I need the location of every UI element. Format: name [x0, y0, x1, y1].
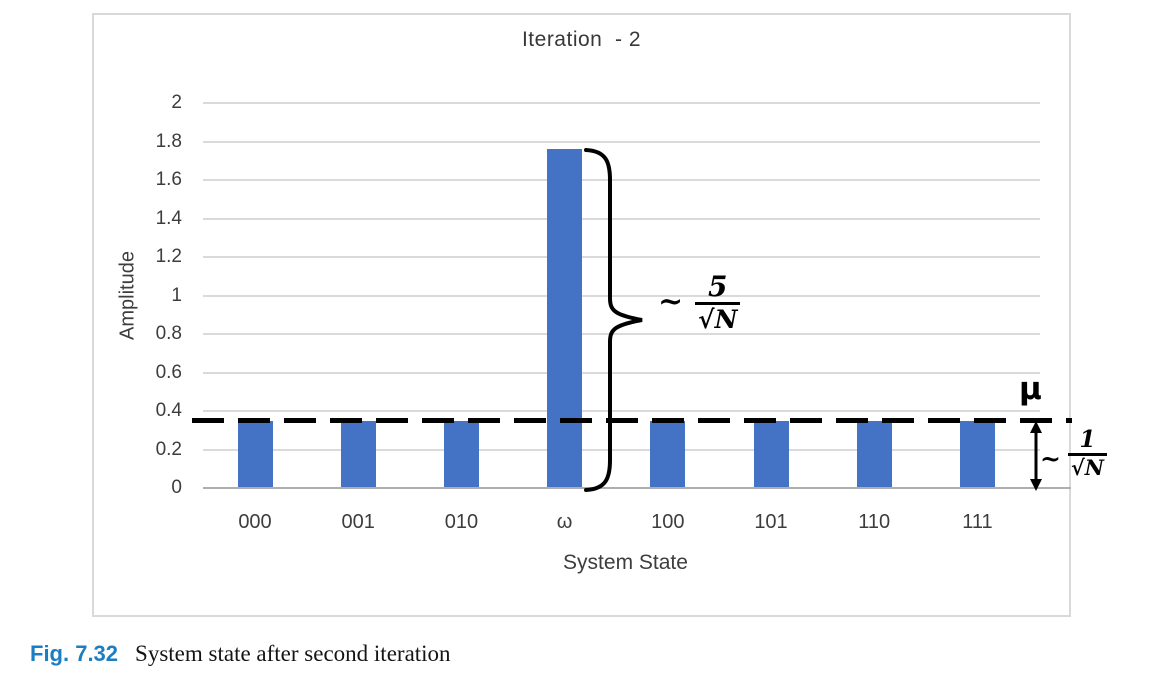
figure-caption: Fig. 7.32 System state after second iter…: [30, 641, 451, 667]
tilde-symbol: ~: [658, 284, 684, 319]
x-tick-label: 100: [651, 511, 685, 533]
gridline: [203, 333, 1040, 335]
y-tick-label: 1.6: [155, 169, 182, 190]
y-tick-label: 1: [171, 284, 182, 306]
gridline: [203, 217, 1040, 220]
fraction-numerator: 1: [1079, 426, 1096, 453]
mean-mu-label: μ: [1019, 371, 1042, 407]
x-tick-label: 110: [858, 511, 891, 533]
bar-ω: [547, 149, 583, 488]
y-tick-label: 1.2: [155, 246, 182, 267]
bar-010: [443, 420, 479, 488]
x-tick-label: 000: [238, 511, 272, 533]
chart-title: Iteration - 2: [521, 28, 642, 51]
x-tick-label: 101: [754, 511, 788, 533]
fraction-denominator: √N: [1067, 452, 1107, 480]
gridline: [203, 294, 1040, 297]
gridline: [203, 140, 1040, 143]
figure-caption-text: System state after second iteration: [135, 641, 451, 666]
x-tick-label: 111: [962, 511, 993, 533]
figure-caption-label: Fig. 7.32: [30, 641, 119, 666]
y-tick-label: 2: [171, 92, 182, 113]
double-headed-arrow: [1030, 421, 1042, 491]
bar-000: [237, 420, 273, 488]
radical-sign: √: [698, 305, 715, 335]
y-tick-label: 0.8: [155, 323, 182, 344]
gridline: [203, 448, 1040, 451]
radical-sign: √: [1070, 454, 1085, 480]
y-tick-label: 0.6: [155, 361, 182, 383]
radicand: N: [1084, 454, 1104, 480]
gridline: [203, 410, 1040, 412]
y-tick-label: 0.4: [155, 400, 182, 421]
x-axis-title: System State: [563, 551, 688, 574]
bar-001: [340, 420, 376, 488]
bar-101: [753, 420, 789, 488]
fraction-5-over-sqrtN: 5 √N: [695, 270, 741, 335]
x-tick-label: ω: [556, 511, 573, 533]
bar-100: [650, 420, 686, 488]
mean-amplitude-dashed-line: [192, 417, 1072, 423]
bar-110: [856, 420, 892, 488]
gridline: [203, 371, 1040, 374]
radicand: N: [714, 305, 738, 335]
y-tick-label: 0: [171, 477, 182, 498]
y-tick-label: 0.2: [155, 438, 182, 460]
brace-value-annotation: ~ 5 √N: [658, 270, 741, 335]
tilde-symbol: ~: [1040, 444, 1061, 473]
x-axis-line: [203, 487, 1071, 489]
fraction-1-over-sqrtN: 1 √N: [1067, 426, 1107, 480]
y-tick-label: 1.4: [155, 207, 182, 229]
x-tick-label: 001: [341, 511, 375, 533]
fraction-denominator: √N: [695, 302, 741, 335]
x-tick-label: 010: [444, 511, 479, 533]
gridline: [203, 102, 1040, 104]
bar-111: [959, 420, 995, 488]
gridline: [203, 256, 1040, 258]
y-tick-label: 1.8: [155, 130, 182, 152]
gap-value-annotation: ~ 1 √N: [1040, 426, 1107, 480]
gridline: [203, 179, 1040, 181]
fraction-numerator: 5: [708, 270, 728, 303]
curly-brace-annotation: [584, 148, 643, 492]
